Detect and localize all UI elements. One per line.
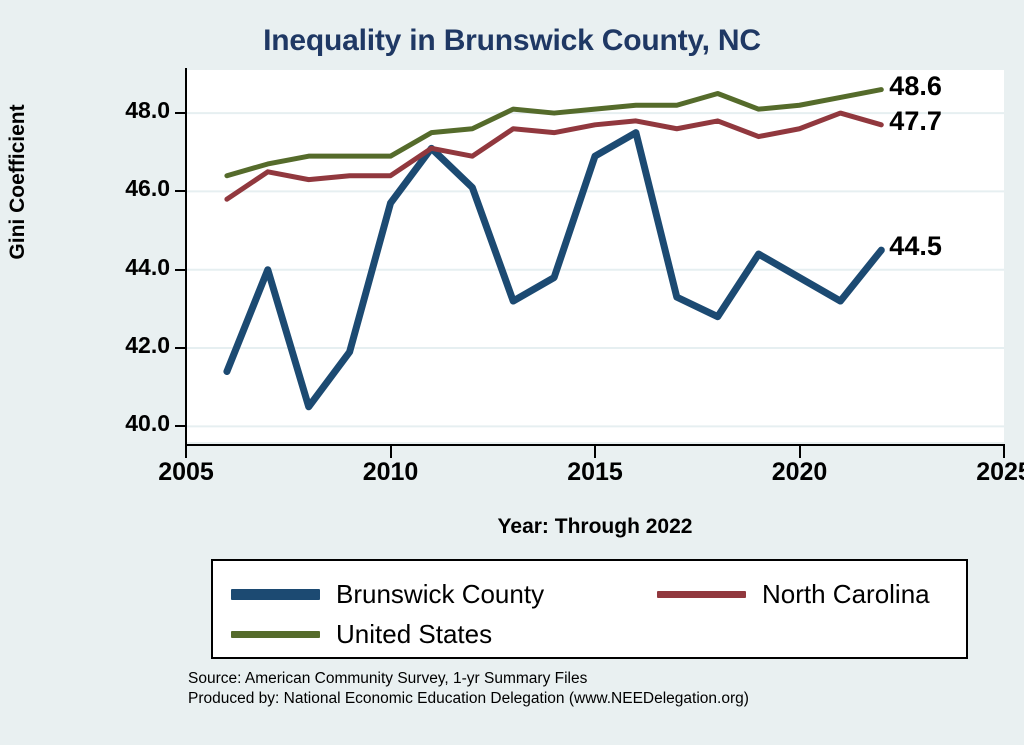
y-tick-label: 44.0 xyxy=(125,253,170,280)
y-tick-label: 48.0 xyxy=(125,97,170,124)
y-tick-mark xyxy=(175,112,186,115)
y-tick-label: 40.0 xyxy=(125,410,170,437)
series-line-united-states xyxy=(224,87,884,179)
legend-item-north-carolina[interactable]: North Carolina xyxy=(657,579,930,610)
y-tick-mark xyxy=(175,425,186,428)
legend-item-brunswick-county[interactable]: Brunswick County xyxy=(231,579,544,610)
y-tick-mark xyxy=(175,347,186,350)
legend-label-united-states: United States xyxy=(336,619,493,649)
legend-swatch-united-states xyxy=(231,631,320,638)
page-title: Inequality in Brunswick County, NC xyxy=(263,24,761,57)
y-tick-mark xyxy=(175,268,186,271)
x-axis-label: Year: Through 2022 xyxy=(497,515,693,538)
plot-area xyxy=(186,70,1004,442)
footnote-producer: Produced by: National Economic Education… xyxy=(188,690,749,708)
end-value-brunswick-county: 44.5 xyxy=(889,231,942,262)
x-axis-line xyxy=(185,444,1005,446)
end-value-north-carolina: 47.7 xyxy=(889,105,942,136)
legend-label-north-carolina: North Carolina xyxy=(762,579,930,609)
series-end-marker xyxy=(878,247,884,253)
y-axis-line xyxy=(185,68,187,446)
y-tick-mark xyxy=(175,190,186,193)
legend-swatch-north-carolina xyxy=(657,591,746,598)
x-tick-mark xyxy=(389,446,392,458)
series-line-north-carolina xyxy=(224,110,884,202)
x-tick-mark xyxy=(594,446,596,458)
x-tick-label: 2020 xyxy=(771,458,828,486)
legend-label-brunswick-county: Brunswick County xyxy=(336,579,545,609)
footnote: Source: American Community Survey, 1-yr … xyxy=(188,669,749,710)
y-tick-label: 46.0 xyxy=(125,175,170,202)
x-tick-label: 2015 xyxy=(567,458,623,486)
x-tick-mark xyxy=(798,446,801,458)
x-tick-mark xyxy=(1003,446,1005,458)
x-tick-mark xyxy=(185,446,187,458)
x-tick-label: 2005 xyxy=(158,458,214,486)
series-end-marker xyxy=(879,122,884,127)
series-canvas xyxy=(186,87,1004,428)
legend: Brunswick County North Carolina United S… xyxy=(211,559,968,659)
legend-swatch-brunswick-county xyxy=(231,589,320,600)
series-end-marker xyxy=(879,87,884,92)
series-line-brunswick-county xyxy=(223,129,885,411)
footnote-source: Source: American Community Survey, 1-yr … xyxy=(188,670,588,687)
y-tick-label: 42.0 xyxy=(125,332,170,359)
y-axis-label: Gini Coefficient xyxy=(6,104,29,260)
legend-item-united-states[interactable]: United States xyxy=(231,619,492,650)
end-value-united-states: 48.6 xyxy=(889,70,942,101)
x-tick-label: 2025 xyxy=(976,458,1024,486)
x-tick-label: 2010 xyxy=(362,458,419,486)
